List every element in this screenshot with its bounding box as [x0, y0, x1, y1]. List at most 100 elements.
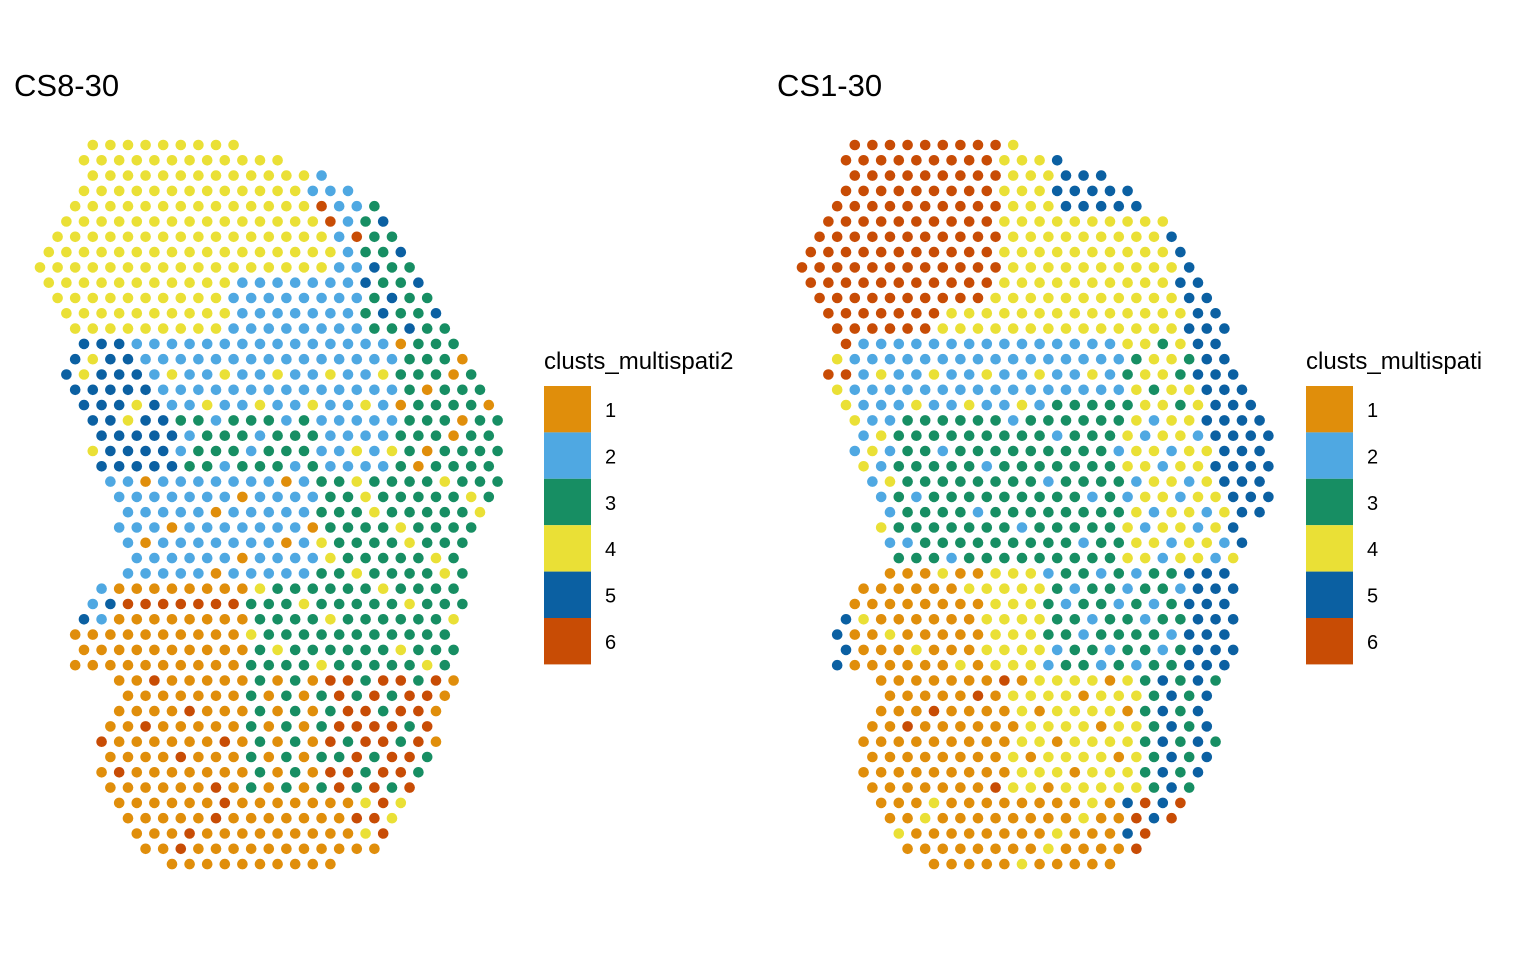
spot-cluster-1 [1095, 843, 1107, 855]
spot-cluster-3 [377, 277, 389, 289]
spot-cluster-4 [1060, 292, 1072, 304]
spot-cluster-3 [395, 461, 407, 472]
spot-cluster-3 [981, 491, 993, 503]
spot-cluster-6 [219, 736, 231, 747]
spot-cluster-5 [78, 614, 90, 625]
spot-cluster-3 [1148, 384, 1160, 396]
spot-cluster-4 [1095, 231, 1107, 243]
spot-cluster-6 [96, 736, 107, 747]
spot-cluster-1 [342, 828, 354, 839]
spot-cluster-3 [254, 736, 266, 747]
spot-cluster-1 [395, 399, 407, 411]
spot-cluster-4 [175, 139, 187, 151]
spot-cluster-2 [122, 537, 134, 549]
spot-cluster-1 [430, 736, 442, 747]
spot-cluster-1 [1069, 767, 1081, 778]
spot-cluster-3 [1043, 629, 1054, 640]
spot-cluster-4 [1087, 246, 1098, 258]
spot-cluster-3 [439, 445, 451, 457]
spot-cluster-3 [342, 552, 354, 564]
spot-cluster-3 [272, 583, 283, 594]
spot-cluster-3 [1087, 430, 1098, 442]
spot-cluster-1 [893, 797, 905, 809]
spot-cluster-4 [955, 323, 966, 334]
spot-cluster-5 [1219, 659, 1230, 671]
spot-cluster-4 [1113, 262, 1125, 273]
spot-cluster-6 [972, 170, 984, 181]
spot-cluster-1 [149, 583, 160, 594]
spot-cluster-4 [87, 353, 99, 365]
spot-cluster-1 [867, 629, 878, 640]
spot-cluster-4 [1087, 736, 1098, 747]
spot-cluster-2 [386, 353, 398, 365]
spot-cluster-2 [1051, 369, 1063, 380]
spot-cluster-2 [1210, 552, 1221, 564]
spot-cluster-5 [1183, 598, 1195, 610]
spot-cluster-1 [245, 843, 257, 855]
spot-cluster-3 [439, 629, 451, 640]
spot-cluster-3 [1166, 598, 1177, 610]
spot-cluster-5 [1254, 445, 1265, 457]
spot-cluster-1 [902, 751, 913, 763]
spot-cluster-1 [237, 491, 248, 503]
spot-cluster-6 [981, 155, 993, 166]
spot-cluster-4 [1007, 690, 1019, 702]
spot-cluster-4 [175, 170, 187, 181]
spot-cluster-1 [272, 675, 283, 686]
spot-cluster-3 [281, 721, 292, 732]
spot-cluster-6 [919, 170, 931, 181]
spot-cluster-1 [254, 828, 266, 839]
spot-cluster-4 [1016, 705, 1028, 717]
spot-cluster-1 [928, 736, 940, 747]
spot-cluster-4 [369, 506, 380, 518]
spot-cluster-5 [1227, 399, 1239, 411]
spot-cluster-3 [1175, 614, 1186, 625]
spot-cluster-1 [219, 644, 231, 656]
spot-cluster-4 [1025, 170, 1037, 181]
spot-cluster-3 [413, 491, 424, 503]
spot-cluster-2 [858, 399, 869, 411]
spot-cluster-6 [893, 216, 905, 227]
spot-cluster-5 [1227, 491, 1239, 503]
spot-cluster-2 [245, 568, 257, 579]
spot-cluster-2 [386, 415, 398, 426]
spot-cluster-5 [61, 369, 72, 380]
spot-cluster-4 [1131, 506, 1142, 518]
spot-cluster-4 [1034, 736, 1045, 747]
spot-cluster-4 [1148, 262, 1160, 273]
spot-cluster-4 [272, 246, 283, 258]
spot-cluster-3 [245, 751, 257, 763]
spot-cluster-5 [1254, 415, 1265, 426]
spot-cluster-1 [298, 751, 310, 763]
spot-cluster-2 [937, 445, 949, 457]
spot-cluster-2 [166, 399, 178, 411]
spot-cluster-6 [946, 155, 957, 166]
spot-cluster-6 [937, 231, 949, 243]
spot-cluster-3 [1069, 491, 1081, 503]
spot-cluster-1 [457, 353, 468, 365]
spot-cluster-1 [166, 614, 178, 625]
spot-cluster-4 [166, 277, 178, 289]
spot-cluster-3 [1034, 430, 1045, 442]
spot-cluster-6 [990, 231, 1001, 243]
spot-cluster-3 [1131, 598, 1142, 610]
spot-cluster-4 [1007, 262, 1019, 273]
spot-cluster-2 [963, 338, 975, 350]
spot-cluster-1 [149, 797, 160, 809]
spot-cluster-4 [1069, 675, 1081, 686]
spot-cluster-3 [316, 629, 327, 640]
spot-cluster-3 [1122, 614, 1133, 625]
spot-cluster-4 [1043, 721, 1054, 732]
spot-cluster-2 [955, 353, 966, 365]
spot-cluster-3 [342, 736, 354, 747]
spot-cluster-4 [439, 476, 451, 487]
spot-cluster-2 [140, 353, 151, 365]
spot-cluster-3 [404, 506, 415, 518]
spot-cluster-2 [281, 353, 292, 365]
spot-cluster-1 [140, 782, 151, 793]
spot-cluster-1 [307, 705, 319, 717]
spot-cluster-4 [858, 614, 869, 625]
spot-cluster-4 [43, 246, 55, 258]
spot-cluster-3 [237, 430, 248, 442]
spot-cluster-1 [140, 659, 151, 671]
